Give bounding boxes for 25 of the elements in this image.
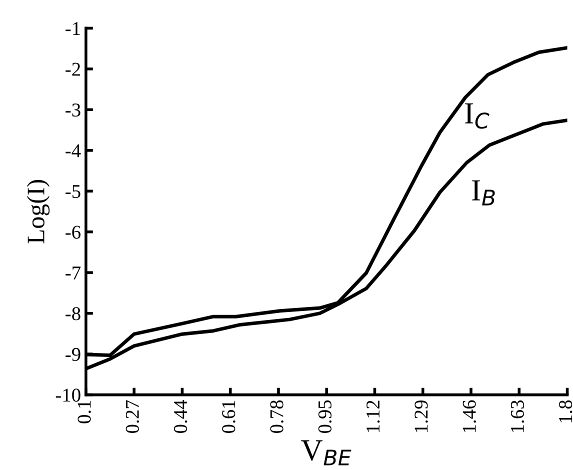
- y-tick-label: -3: [66, 104, 80, 117]
- x-tick-label: 0.61: [222, 400, 236, 433]
- y-tick-label: -10: [56, 388, 80, 402]
- y-axis-title: Log(I): [26, 180, 50, 244]
- x-tick-label: 1.12: [366, 400, 380, 432]
- y-tick-label: -8: [66, 307, 80, 320]
- y-tick-label: -2: [66, 62, 80, 76]
- x-tick-label: 1.46: [462, 400, 476, 432]
- x-tick-label: 0.1: [78, 400, 91, 424]
- x-tick-label: 0.44: [174, 400, 188, 433]
- x-tick-label: 0.95: [318, 400, 332, 433]
- x-tick-label: 1.29: [414, 400, 428, 432]
- x-tick-label: 1.63: [510, 400, 524, 432]
- x-tick-label: 0.78: [270, 400, 284, 433]
- series-label: I$_{B}$: [472, 180, 495, 206]
- x-tick-label: 1.8: [559, 400, 572, 422]
- y-tick-label: -6: [66, 226, 81, 239]
- y-tick-label: -9: [66, 348, 80, 362]
- y-tick-label: -5: [66, 185, 80, 198]
- x-tick-label: 0.27: [126, 400, 140, 433]
- y-tick-label: -4: [66, 144, 81, 158]
- series-label: I$_{C}$: [465, 103, 490, 129]
- y-tick-label: -1: [66, 22, 80, 35]
- y-tick-label: -7: [66, 266, 81, 280]
- x-axis-title: V$_{BE}$: [301, 440, 352, 466]
